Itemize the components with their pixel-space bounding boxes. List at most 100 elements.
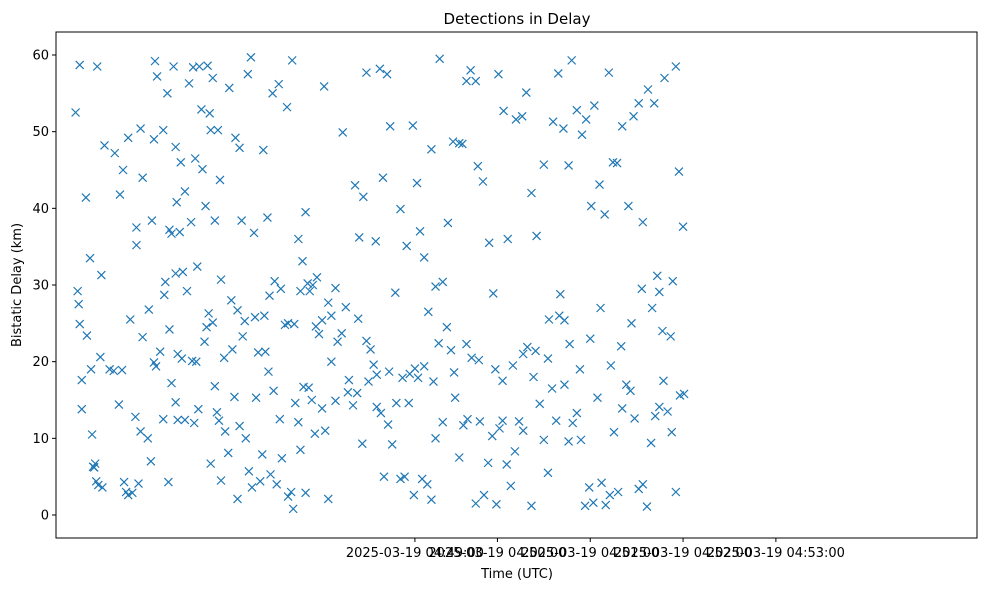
data-point <box>216 275 226 285</box>
data-point <box>147 216 157 226</box>
data-point <box>77 375 87 385</box>
data-point <box>227 344 237 354</box>
data-point <box>118 165 128 175</box>
data-point <box>312 272 322 282</box>
data-point <box>364 377 373 387</box>
data-point <box>457 139 467 149</box>
data-point <box>518 426 528 436</box>
data-point <box>117 365 127 375</box>
data-point <box>114 400 124 410</box>
data-point <box>642 502 652 511</box>
data-point <box>215 175 225 185</box>
data-point <box>303 279 313 288</box>
data-point <box>301 488 311 498</box>
data-point <box>609 427 619 437</box>
data-point <box>506 481 516 491</box>
data-point <box>560 380 569 390</box>
data-point <box>426 144 436 154</box>
data-point <box>494 69 503 79</box>
data-point <box>224 83 234 93</box>
data-point <box>484 238 494 248</box>
data-point <box>473 161 483 171</box>
data-point <box>235 421 245 431</box>
data-point <box>510 446 520 456</box>
data-point <box>305 286 315 296</box>
data-point <box>479 490 489 500</box>
data-point <box>410 364 420 373</box>
data-point <box>249 228 259 238</box>
data-point <box>274 79 284 89</box>
data-point <box>634 98 644 108</box>
data-point <box>521 88 531 97</box>
data-point <box>378 173 388 183</box>
data-point <box>205 108 215 118</box>
data-point <box>415 226 425 236</box>
data-point <box>266 469 275 479</box>
data-point <box>531 346 541 356</box>
data-point <box>409 490 419 500</box>
y-tick-label: 40 <box>32 202 49 217</box>
data-point <box>152 72 162 81</box>
data-point <box>280 320 290 330</box>
data-point <box>568 418 578 428</box>
data-point <box>263 213 272 222</box>
data-point <box>265 291 274 301</box>
data-point <box>353 314 363 324</box>
data-point <box>238 331 248 341</box>
data-point <box>73 286 83 296</box>
data-point <box>167 229 176 239</box>
data-point <box>584 482 594 492</box>
data-point <box>559 124 568 134</box>
data-point <box>213 125 223 135</box>
data-point <box>404 398 414 408</box>
data-point <box>298 256 307 266</box>
data-point <box>543 354 553 364</box>
data-point <box>206 459 216 469</box>
data-point <box>617 121 627 131</box>
data-point <box>462 76 471 86</box>
data-point <box>478 177 488 186</box>
data-point <box>71 108 81 117</box>
data-point <box>344 375 354 385</box>
data-point <box>667 427 677 437</box>
data-point <box>532 231 542 241</box>
data-point <box>535 399 545 409</box>
data-point <box>229 392 239 402</box>
data-point <box>474 355 484 365</box>
data-point <box>666 331 676 341</box>
data-point <box>203 61 213 71</box>
data-point <box>186 217 196 227</box>
data-point <box>208 318 218 327</box>
data-point <box>77 404 87 414</box>
data-point <box>151 361 161 371</box>
data-point <box>483 458 493 468</box>
data-point <box>196 105 206 114</box>
x-axis-label: Time (UTC) <box>480 567 553 582</box>
data-point <box>412 178 422 188</box>
data-point <box>638 217 648 227</box>
data-point <box>450 393 460 403</box>
y-tick-label: 0 <box>41 509 49 524</box>
data-point <box>264 367 273 377</box>
data-point <box>426 495 436 505</box>
data-point <box>123 133 133 143</box>
data-point <box>100 141 109 150</box>
data-point <box>216 476 226 485</box>
data-point <box>326 357 336 367</box>
data-point <box>503 234 513 244</box>
data-point <box>438 417 448 427</box>
data-point <box>384 367 394 377</box>
data-point <box>204 308 214 318</box>
data-point <box>612 158 622 168</box>
data-point <box>577 130 587 140</box>
data-point <box>431 282 440 291</box>
data-point <box>277 453 287 463</box>
data-point <box>376 408 386 418</box>
data-point <box>431 433 440 443</box>
data-point <box>150 56 160 66</box>
data-point <box>471 499 481 508</box>
data-point <box>96 270 106 280</box>
data-point <box>438 277 448 287</box>
data-point <box>517 111 527 121</box>
